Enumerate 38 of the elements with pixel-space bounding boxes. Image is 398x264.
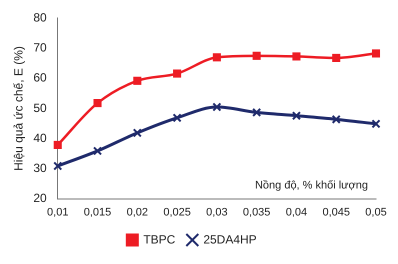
x-tick-label: 0,035 [242, 206, 270, 218]
x-tick-label: 0,03 [206, 206, 228, 218]
legend-label: 25DA4HP [203, 232, 257, 246]
point [212, 53, 221, 62]
point [332, 54, 340, 62]
x-tick-label: 0,04 [286, 206, 308, 218]
x-tick-label: 0,05 [365, 206, 387, 218]
x-tick-label: 0,025 [163, 206, 191, 218]
x-tick-label: 0,02 [126, 206, 148, 218]
legend-label: TBPC [143, 232, 176, 246]
y-tick-label: 40 [33, 130, 48, 145]
point [212, 102, 222, 112]
point [54, 140, 62, 149]
y-tick-label: 20 [33, 191, 48, 206]
point [93, 99, 102, 108]
point [372, 49, 380, 58]
x-tick-label: 0,045 [322, 206, 350, 218]
point [172, 113, 182, 122]
x-tick-label: 0,015 [84, 206, 112, 218]
point [252, 52, 261, 60]
y-tick-label: 70 [33, 40, 48, 55]
point [133, 76, 142, 85]
x-tick-label: 0,01 [47, 206, 68, 218]
point [332, 114, 341, 124]
point [252, 108, 262, 117]
y-axis-title: Hiệu quả ức chế, E (%) [12, 46, 26, 171]
point [173, 70, 182, 78]
x-axis-title: Nồng độ, % khối lượng [254, 179, 368, 192]
point [292, 111, 301, 120]
y-tick-label: 60 [33, 70, 48, 85]
y-tick-label: 80 [33, 10, 48, 25]
point [53, 161, 62, 171]
point [292, 52, 300, 60]
point [92, 146, 102, 156]
point [371, 119, 381, 128]
point [132, 128, 142, 138]
y-tick-label: 30 [33, 161, 48, 176]
y-tick-label: 50 [33, 100, 48, 115]
